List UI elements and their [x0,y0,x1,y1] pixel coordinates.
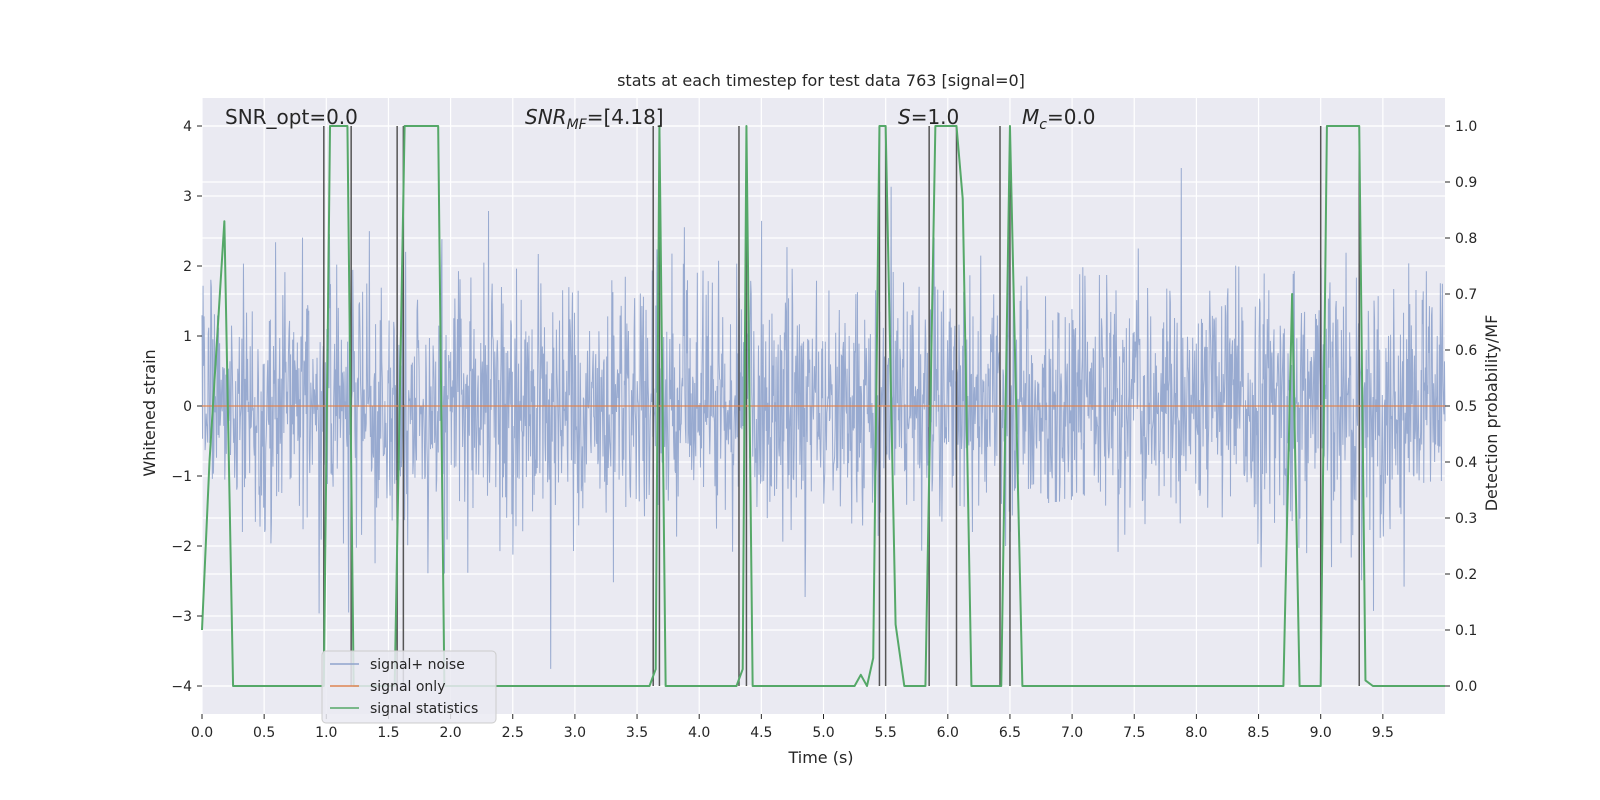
x-tick-label: 9.0 [1310,725,1332,741]
y-tick-label: 4 [183,119,192,135]
y-tick-label: −4 [171,679,192,695]
s-variable: S [898,105,911,129]
y-tick-label: −1 [171,469,192,485]
y-tick-label: 3 [183,189,192,205]
y-right-tick-label: 1.0 [1455,119,1477,135]
legend-label-signal-statistics: signal statistics [370,701,478,717]
y-right-tick-label: 0.0 [1455,679,1477,695]
x-tick-label: 0.0 [191,725,213,741]
y-right-tick-label: 0.5 [1455,399,1477,415]
x-tick-label: 4.5 [750,725,772,741]
y-right-tick-labels: 0.0 0.1 0.2 0.3 0.4 0.5 0.6 0.7 0.8 0.9 1.0 [1445,119,1477,695]
legend-label-signal-only: signal only [370,679,445,695]
y-right-tick-label: 0.3 [1455,511,1477,527]
x-tick-label: 1.5 [377,725,399,741]
legend: signal+ noise signal only signal statist… [321,650,497,724]
y-right-tick-label: 0.2 [1455,567,1477,583]
y-tick-label: 1 [183,329,192,345]
snr-mf-value: =[4.18] [587,105,664,129]
x-tick-label: 6.5 [999,725,1021,741]
y-tick-labels: −4 −3 −2 −1 0 1 2 3 4 [171,119,202,695]
y-right-tick-label: 0.8 [1455,231,1477,247]
y-axis-label: Whitened strain [140,349,159,476]
x-tick-label: 0.5 [253,725,275,741]
series-signal-noise [201,167,1446,669]
y-tick-label: −2 [171,539,192,555]
y-tick-label: −3 [171,609,192,625]
x-tick-label: 9.5 [1372,725,1394,741]
x-tick-label: 2.5 [502,725,524,741]
series-signal-statistics [201,125,1445,687]
y-right-tick-label: 0.1 [1455,623,1477,639]
x-tick-label: 7.0 [1061,725,1083,741]
legend-label-signal-noise: signal+ noise [370,657,465,673]
annotation-s: S=1.0 [898,105,959,129]
x-tick-label: 5.5 [875,725,897,741]
x-tick-labels: 0.0 0.5 1.0 1.5 2.0 2.5 3.0 3.5 4.0 4.5 5.0 5.5 6.0 6… [191,714,1394,741]
y-tick-label: 2 [183,259,192,275]
x-tick-label: 1.0 [315,725,337,741]
y-right-tick-label: 0.4 [1455,455,1477,471]
y-right-tick-label: 0.9 [1455,175,1477,191]
y-right-tick-label: 0.6 [1455,343,1477,359]
annotation-mc: Mc=0.0 [1022,105,1096,133]
legend-box [321,650,497,724]
snr-mf-variable: SNR [525,105,567,129]
x-tick-label: 8.5 [1247,725,1269,741]
x-tick-label: 3.5 [626,725,648,741]
x-tick-label: 6.0 [937,725,959,741]
signal-noise-line [201,167,1446,669]
snr-mf-subscript: MF [567,117,588,133]
x-tick-label: 8.0 [1185,725,1207,741]
x-axis-label: Time (s) [787,748,853,767]
y-right-axis-label: Detection probability/MF [1482,315,1501,512]
y-right-tick-label: 0.7 [1455,287,1477,303]
mc-value: =0.0 [1047,105,1096,129]
x-tick-label: 2.0 [439,725,461,741]
chart-title: stats at each timestep for test data 763… [617,71,1025,90]
y-tick-label: 0 [183,399,192,415]
annotation-snr-opt: SNR_opt=0.0 [225,105,358,129]
x-tick-label: 5.0 [812,725,834,741]
mc-subscript: c [1039,117,1047,133]
x-tick-label: 4.0 [688,725,710,741]
x-tick-label: 3.0 [564,725,586,741]
annotation-snr-mf: SNRMF=[4.18] [525,105,664,133]
mc-variable: M [1022,105,1039,129]
s-value: =1.0 [911,105,960,129]
signal-statistics-line [201,125,1445,687]
x-tick-label: 7.5 [1123,725,1145,741]
